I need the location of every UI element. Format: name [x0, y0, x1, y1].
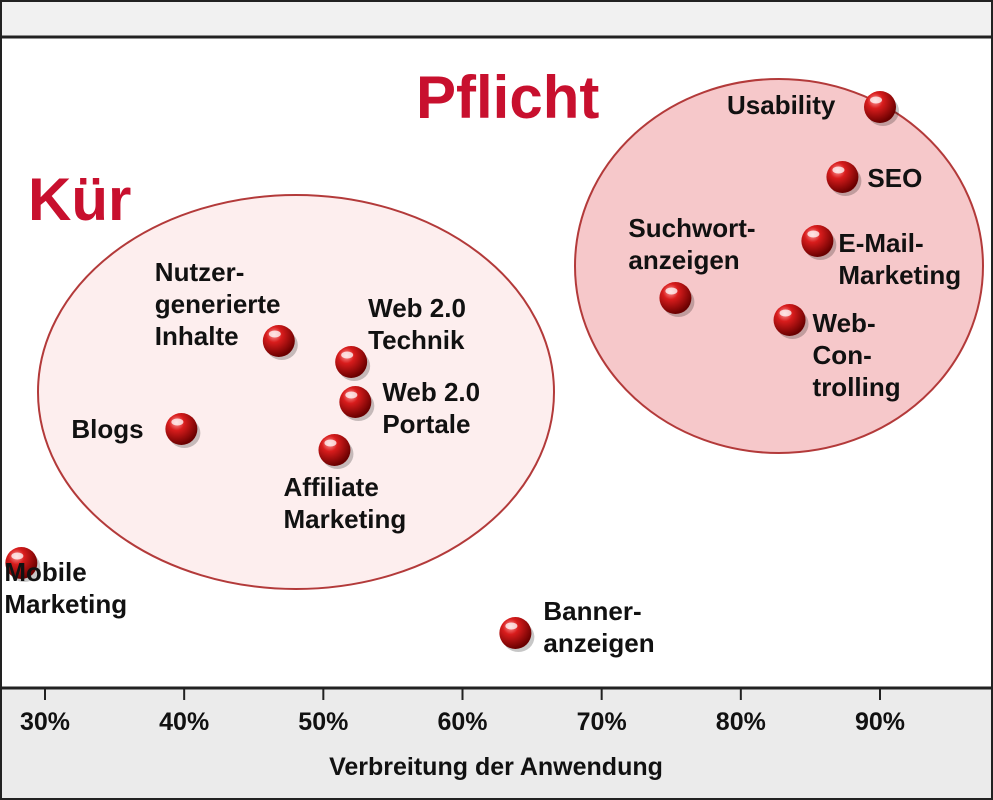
data-point-label: Banner-anzeigen	[543, 596, 654, 658]
data-point-highlight	[11, 552, 24, 560]
data-point-label: Affiliate Marketing	[283, 472, 406, 534]
data-point-marker	[864, 91, 896, 123]
data-point-marker	[339, 386, 372, 418]
data-point-usability: Usability	[727, 90, 899, 126]
data-point-marker	[773, 304, 806, 336]
data-point-label-line: Nutzer-	[155, 257, 245, 287]
data-point-label: Suchwort-anzeigen	[628, 213, 755, 275]
data-point-label-line: Web-	[813, 308, 876, 338]
x-tick-label: 80%	[716, 708, 766, 736]
data-point-label-line: generierte	[155, 289, 281, 319]
group-ellipse-pflicht	[574, 78, 984, 454]
data-point-label-line: Marketing	[4, 589, 127, 619]
data-point-label-line: anzeigen	[628, 245, 739, 275]
data-point-label-line: Web 2.0	[382, 377, 480, 407]
data-point-nutzergenerierte-inhalte: Nutzer-generierte Inhalte	[155, 257, 298, 360]
data-point-label: Mobile Marketing	[4, 557, 127, 619]
data-point-marker	[262, 325, 295, 357]
data-point-affiliate-marketing: Affiliate Marketing	[283, 434, 406, 534]
x-tick-label: 60%	[437, 708, 487, 736]
data-point-label-line: Usability	[727, 90, 836, 120]
x-tick-label: 90%	[855, 708, 905, 736]
data-point-highlight	[341, 351, 354, 359]
data-point-label-line: trolling	[813, 372, 901, 402]
data-point-banneranzeigen: Banner-anzeigen	[499, 596, 655, 658]
x-axis-ticks: 30% 40% 50% 60% 70% 80% 90%	[20, 689, 905, 736]
data-point-label: Web 2.0 Technik	[368, 293, 466, 355]
group-ellipse-kuer	[37, 194, 555, 590]
data-point-label-line: SEO	[867, 163, 922, 193]
data-point-label-line: Marketing	[283, 504, 406, 534]
data-point-label-line: Web 2.0	[368, 293, 466, 323]
data-point-label: Usability	[727, 90, 836, 120]
data-point-label-line: Suchwort-	[628, 213, 755, 243]
data-point-label-line: Banner-	[543, 596, 641, 626]
data-point-label: Nutzer-generierte Inhalte	[155, 257, 281, 351]
data-point-label: Web-Con-trolling	[813, 308, 901, 402]
data-point-seo: SEO	[826, 161, 922, 196]
data-point-highlight	[870, 96, 882, 104]
data-point-label-line: Portale	[382, 409, 470, 439]
data-point-highlight	[324, 439, 337, 447]
data-point-label: Blogs	[71, 414, 143, 444]
data-point-marker	[499, 617, 532, 649]
x-tick-label: 40%	[159, 708, 209, 736]
data-point-label-line: Marketing	[838, 260, 961, 290]
data-point-web20-technik: Web 2.0 Technik	[335, 293, 466, 381]
data-point-highlight	[807, 230, 820, 238]
data-point-label-line: Inhalte	[155, 321, 239, 351]
data-point-blogs: Blogs	[71, 413, 201, 448]
data-point-marker	[801, 225, 834, 257]
data-point-marker	[165, 413, 198, 445]
data-point-suchwortanzeigen: Suchwort-anzeigen	[628, 213, 756, 317]
data-point-label-line: Affiliate	[283, 472, 378, 502]
x-axis-label: Verbreitung der Anwendung	[329, 753, 663, 781]
data-point-email-marketing: E-Mail-Marketing	[801, 225, 961, 290]
data-point-highlight	[345, 391, 358, 399]
data-point-label-line: Technik	[368, 325, 465, 355]
x-tick-label: 70%	[577, 708, 627, 736]
data-point-mobile-marketing: Mobile Marketing	[4, 547, 127, 619]
data-point-highlight	[505, 622, 518, 630]
data-point-marker	[826, 161, 859, 193]
top-band	[2, 2, 991, 37]
group-title-kuer: Kür	[28, 166, 131, 233]
data-point-marker	[659, 282, 692, 314]
data-point-label-line: Mobile	[4, 557, 86, 587]
data-point-web-controlling: Web-Con-trolling	[773, 304, 901, 402]
data-point-marker	[335, 346, 368, 378]
data-point-label-line: Blogs	[71, 414, 143, 444]
data-point-highlight	[832, 166, 845, 174]
data-point-label-line: E-Mail-	[838, 228, 923, 258]
axis-band	[2, 688, 991, 798]
data-point-label: SEO	[867, 163, 922, 193]
data-point-highlight	[779, 309, 792, 317]
data-point-highlight	[665, 287, 678, 295]
data-point-highlight	[171, 418, 184, 426]
data-point-label-line: Con-	[813, 340, 872, 370]
x-tick-label: 50%	[298, 708, 348, 736]
data-point-web20-portale: Web 2.0 Portale	[339, 377, 480, 439]
data-point-label-line: anzeigen	[543, 628, 654, 658]
data-point-marker	[318, 434, 351, 466]
data-point-label: E-Mail-Marketing	[838, 228, 961, 290]
x-tick-label: 30%	[20, 708, 70, 736]
group-title-pflicht: Pflicht	[416, 64, 599, 131]
data-point-label: Web 2.0 Portale	[382, 377, 480, 439]
data-point-highlight	[268, 330, 281, 338]
data-points: UsabilitySEOSuchwort-anzeigenE-Mail-Mark…	[4, 90, 961, 658]
